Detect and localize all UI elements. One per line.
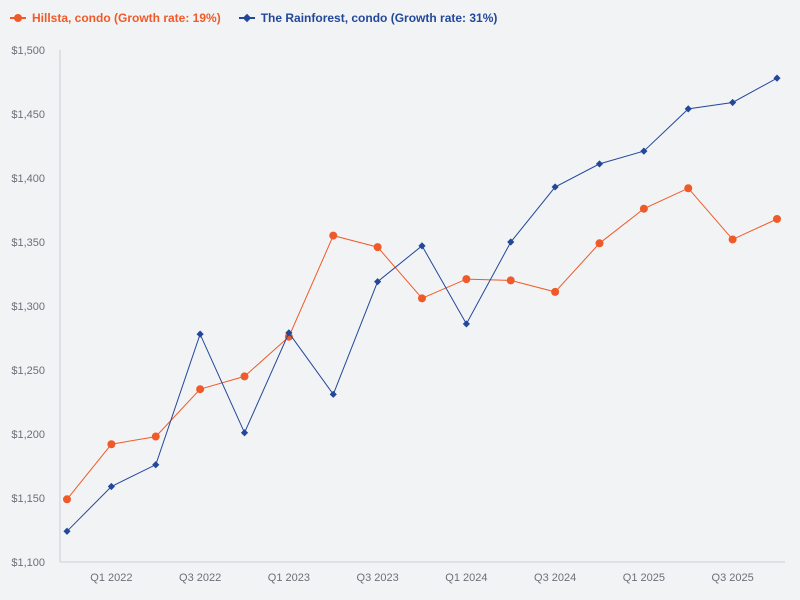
y-tick-label: $1,500 [11,45,45,57]
y-tick-label: $1,300 [11,301,45,313]
data-point [595,160,604,168]
data-point [507,238,515,246]
data-point [63,495,71,504]
series-line-0 [66,187,778,500]
legend-item-hillsta[interactable]: Hillsta, condo (Growth rate: 19%) [10,11,221,25]
data-point [595,239,604,248]
y-tick-label: $1,450 [11,109,45,121]
data-point [152,461,160,469]
data-point [551,183,559,191]
data-point [729,98,737,107]
legend-swatch-rainforest [238,12,255,24]
data-point [329,231,338,240]
series-line-1 [66,77,778,532]
x-tick-label: Q1 2025 [623,572,665,584]
data-point [728,235,737,244]
data-point [684,105,692,113]
data-point [418,294,426,303]
data-point [240,429,249,437]
data-point [374,278,382,286]
data-point [107,440,116,449]
x-tick-label: Q3 2023 [357,572,399,584]
x-tick-label: Q1 2022 [90,572,132,584]
data-point [506,276,515,285]
data-point [240,372,249,381]
y-tick-label: $1,200 [11,429,45,441]
x-tick-label: Q3 2025 [712,572,754,584]
data-point [684,184,693,193]
y-tick-label: $1,150 [11,493,45,505]
x-tick-label: Q3 2024 [534,572,576,584]
data-point [773,214,781,223]
data-point [196,330,204,338]
data-point [107,482,115,491]
legend-label-hillsta: Hillsta, condo (Growth rate: 19%) [32,11,221,25]
data-point [418,242,426,250]
data-point [551,287,560,296]
data-point [639,204,648,213]
data-point [462,320,470,328]
y-tick-label: $1,350 [11,237,45,249]
x-tick-label: Q1 2023 [268,572,310,584]
data-point [151,432,160,441]
y-tick-label: $1,400 [11,173,45,185]
data-point [462,275,471,284]
data-point [329,390,337,398]
data-point [285,329,293,337]
legend-swatch-hillsta [10,12,26,24]
data-point [640,147,648,155]
y-tick-label: $1,250 [11,365,45,377]
data-point [196,385,205,394]
legend-item-rainforest[interactable]: The Rainforest, condo (Growth rate: 31%) [238,11,498,25]
data-point [63,527,71,535]
data-point [773,74,781,82]
chart-legend: Hillsta, condo (Growth rate: 19%) The Ra… [10,9,497,27]
legend-label-rainforest: The Rainforest, condo (Growth rate: 31%) [260,11,498,25]
y-tick-label: $1,100 [11,557,45,569]
x-tick-label: Q1 2024 [445,572,487,584]
data-point [373,243,382,252]
x-tick-label: Q3 2022 [179,572,221,584]
data-point [284,332,293,341]
